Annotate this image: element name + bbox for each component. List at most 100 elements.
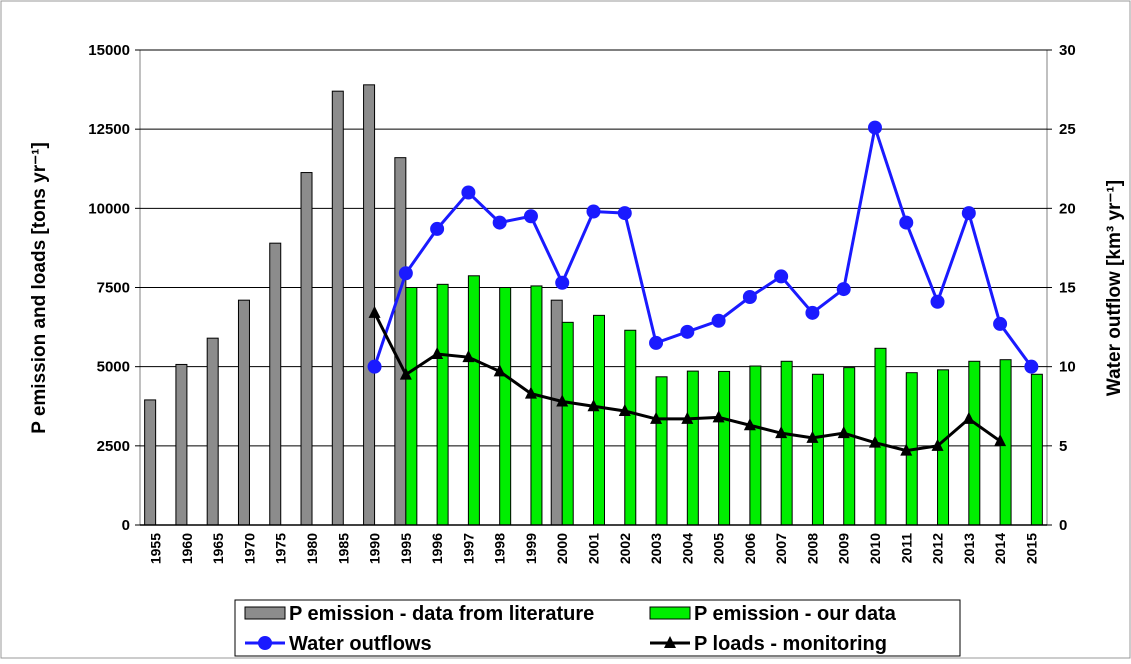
marker	[367, 359, 382, 374]
bar	[843, 367, 856, 526]
bar	[206, 337, 219, 526]
x-tick-label: 2006	[742, 533, 758, 564]
x-tick-label: 1998	[492, 533, 508, 564]
x-tick-label: 2002	[617, 533, 633, 564]
x-tick-label: 1985	[335, 533, 351, 564]
marker	[650, 411, 663, 424]
y-tick-label: 12500	[88, 121, 130, 138]
bar	[686, 370, 699, 526]
marker	[431, 347, 444, 359]
x-tick-label: 2011	[898, 533, 914, 564]
y-tick-label: 0	[122, 517, 130, 534]
marker	[993, 316, 1008, 331]
x-tick-label: 1960	[179, 533, 195, 564]
legend-label: P loads - monitoring	[694, 633, 887, 655]
marker	[774, 269, 789, 284]
x-tick-label: 1975	[273, 533, 289, 564]
bar	[144, 399, 157, 526]
x-tick-label: 1990	[367, 533, 383, 564]
marker	[931, 438, 944, 451]
legend-label: P emission - data from literature	[289, 603, 594, 625]
marker	[524, 386, 537, 399]
marker	[556, 394, 569, 407]
x-tick-label: 1996	[429, 533, 445, 564]
marker	[681, 411, 694, 424]
bar	[331, 90, 344, 526]
bar	[593, 314, 605, 526]
marker	[867, 120, 882, 135]
bar	[968, 360, 981, 526]
x-tick-label: 1970	[241, 533, 257, 564]
marker	[430, 221, 445, 236]
y2-tick-label: 20	[1059, 200, 1076, 217]
marker	[462, 350, 475, 363]
marker	[962, 411, 975, 424]
legend-swatch	[244, 606, 286, 620]
bar	[175, 363, 188, 526]
bar	[269, 242, 282, 526]
marker	[1024, 359, 1039, 374]
x-tick-label: 1955	[148, 533, 164, 564]
marker	[461, 185, 476, 200]
y2-tick-label: 5	[1059, 438, 1067, 455]
legend-marker	[258, 636, 272, 650]
x-tick-label: 2000	[554, 533, 570, 564]
marker	[899, 215, 914, 230]
marker	[399, 367, 412, 380]
bar	[655, 376, 668, 526]
y-tick-label: 15000	[88, 42, 130, 59]
line	[373, 121, 1033, 368]
y2-tick-label: 0	[1059, 517, 1067, 534]
x-tick-label: 2015	[1023, 533, 1039, 564]
x-tick-label: 2010	[867, 533, 883, 564]
x-tick-label: 1980	[304, 533, 320, 564]
x-tick-label: 2004	[679, 533, 695, 564]
legend-marker	[664, 636, 676, 648]
marker	[712, 410, 725, 423]
x-tick-label: 1999	[523, 533, 539, 564]
bar	[624, 329, 637, 526]
x-tick-label: 1995	[398, 533, 414, 564]
marker	[555, 275, 570, 290]
marker	[618, 404, 631, 416]
marker	[368, 305, 381, 318]
y-axis-title: P emission and loads [tons yr⁻¹]	[29, 142, 50, 434]
bar	[436, 283, 449, 526]
x-tick-label: 2007	[773, 533, 789, 564]
legend	[234, 599, 961, 657]
marker	[398, 266, 413, 281]
x-tick-label: 1965	[210, 533, 226, 564]
bar	[363, 84, 376, 526]
x-tick-label: 2014	[992, 533, 1008, 564]
bar	[561, 321, 574, 526]
bar	[749, 365, 762, 526]
bar	[874, 347, 887, 526]
x-tick-label: 2012	[930, 533, 946, 564]
bar	[550, 299, 563, 526]
y2-tick-label: 10	[1059, 359, 1076, 376]
marker	[837, 426, 850, 439]
x-tick-label: 2013	[961, 533, 977, 564]
y2-tick-label: 30	[1059, 42, 1076, 59]
x-tick-label: 2005	[711, 533, 727, 564]
bar	[405, 287, 418, 526]
y-tick-label: 10000	[88, 200, 130, 217]
y-tick-label: 2500	[97, 438, 130, 455]
y2-axis-title: Water outflow [km³ yr⁻¹]	[1104, 180, 1125, 396]
legend-swatch	[649, 606, 691, 620]
x-tick-label: 2001	[586, 533, 602, 564]
bar	[718, 370, 731, 526]
marker	[775, 426, 788, 439]
marker	[586, 204, 601, 219]
y-tick-label: 7500	[97, 280, 130, 297]
marker	[711, 313, 726, 328]
marker	[836, 282, 851, 297]
marker	[805, 305, 820, 320]
bar	[467, 275, 480, 526]
legend-label: P emission - our data	[694, 603, 897, 625]
y2-tick-label: 25	[1059, 121, 1076, 138]
bar	[780, 360, 793, 526]
bar	[394, 157, 407, 526]
marker	[587, 399, 600, 412]
